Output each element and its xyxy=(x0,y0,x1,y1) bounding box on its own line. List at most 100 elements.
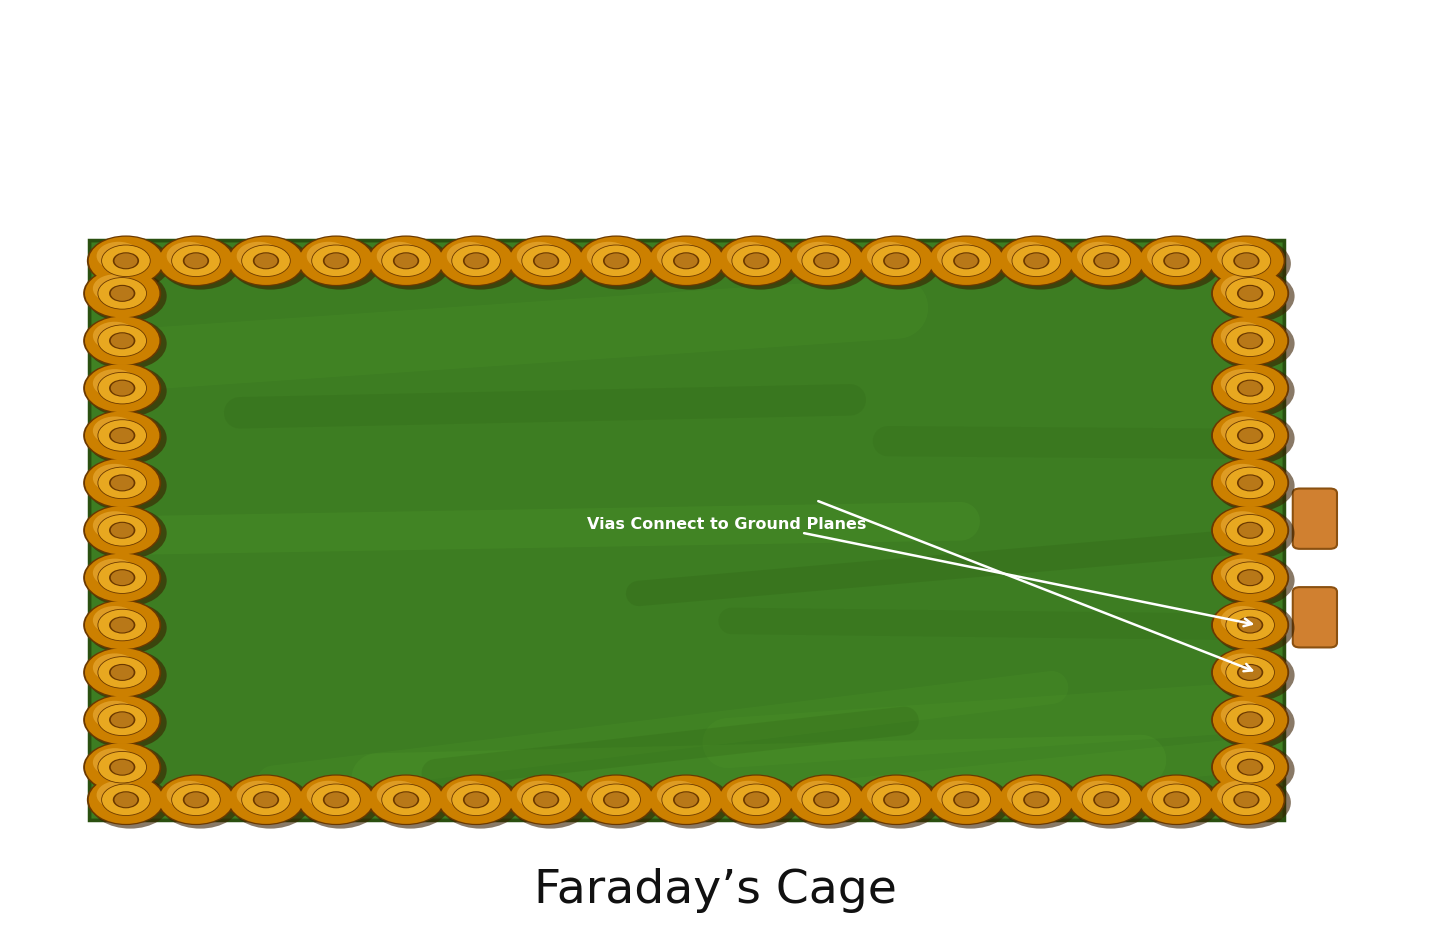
Circle shape xyxy=(87,236,165,286)
Circle shape xyxy=(661,246,711,277)
FancyBboxPatch shape xyxy=(1292,489,1337,549)
Text: Vias Connect to Ground Planes: Vias Connect to Ground Planes xyxy=(587,516,866,531)
Circle shape xyxy=(602,792,630,808)
Circle shape xyxy=(1139,237,1213,286)
Circle shape xyxy=(84,506,159,554)
Circle shape xyxy=(517,243,561,271)
Circle shape xyxy=(1069,237,1143,286)
Circle shape xyxy=(462,253,489,270)
Circle shape xyxy=(592,246,641,277)
Circle shape xyxy=(109,333,136,349)
Circle shape xyxy=(1236,759,1264,776)
Circle shape xyxy=(230,777,311,829)
Circle shape xyxy=(382,784,431,816)
Polygon shape xyxy=(1284,820,1338,865)
Circle shape xyxy=(90,238,170,290)
Circle shape xyxy=(717,775,796,825)
Circle shape xyxy=(1093,253,1119,270)
Circle shape xyxy=(1023,253,1049,270)
Circle shape xyxy=(1211,647,1289,698)
Circle shape xyxy=(298,236,375,286)
Circle shape xyxy=(366,236,445,286)
Circle shape xyxy=(96,781,140,809)
Circle shape xyxy=(797,243,840,271)
Circle shape xyxy=(1211,411,1289,462)
Circle shape xyxy=(109,616,136,634)
Circle shape xyxy=(84,743,159,792)
Circle shape xyxy=(1235,254,1258,269)
Circle shape xyxy=(1025,793,1047,807)
Circle shape xyxy=(1239,666,1262,680)
Circle shape xyxy=(84,649,159,697)
Circle shape xyxy=(306,781,351,809)
Circle shape xyxy=(1025,254,1047,269)
Circle shape xyxy=(1215,460,1295,513)
Circle shape xyxy=(511,238,591,290)
Circle shape xyxy=(1236,427,1264,445)
Circle shape xyxy=(1138,775,1215,825)
Circle shape xyxy=(86,650,166,702)
Circle shape xyxy=(110,760,133,775)
Circle shape xyxy=(323,253,349,270)
Circle shape xyxy=(114,793,137,807)
Circle shape xyxy=(113,253,139,270)
Circle shape xyxy=(382,246,431,277)
Circle shape xyxy=(813,792,840,808)
Circle shape xyxy=(299,776,373,824)
Circle shape xyxy=(1226,705,1275,736)
Circle shape xyxy=(109,475,136,492)
Circle shape xyxy=(1239,428,1262,443)
Circle shape xyxy=(1070,238,1151,290)
Circle shape xyxy=(731,246,780,277)
Circle shape xyxy=(306,243,351,271)
Circle shape xyxy=(93,701,137,730)
Circle shape xyxy=(1211,600,1289,651)
Circle shape xyxy=(860,777,940,829)
Circle shape xyxy=(1093,792,1119,808)
Circle shape xyxy=(465,254,488,269)
Circle shape xyxy=(1211,316,1289,367)
Circle shape xyxy=(1165,793,1188,807)
Circle shape xyxy=(675,254,698,269)
Circle shape xyxy=(183,253,209,270)
Circle shape xyxy=(647,775,726,825)
Circle shape xyxy=(1213,649,1288,697)
Circle shape xyxy=(1215,554,1295,607)
Circle shape xyxy=(110,523,133,538)
Circle shape xyxy=(857,775,936,825)
Circle shape xyxy=(83,647,162,698)
Circle shape xyxy=(83,316,162,367)
Circle shape xyxy=(86,460,166,513)
Bar xyxy=(89,241,1284,820)
Circle shape xyxy=(717,236,796,286)
Circle shape xyxy=(369,776,444,824)
Circle shape xyxy=(867,781,910,809)
Circle shape xyxy=(1211,363,1289,414)
Circle shape xyxy=(86,554,166,607)
Circle shape xyxy=(97,657,146,689)
Circle shape xyxy=(814,793,837,807)
Circle shape xyxy=(507,775,585,825)
Circle shape xyxy=(1211,458,1289,509)
Circle shape xyxy=(511,777,591,829)
Circle shape xyxy=(439,776,514,824)
Circle shape xyxy=(535,793,558,807)
Circle shape xyxy=(1215,271,1295,323)
Circle shape xyxy=(157,236,235,286)
Circle shape xyxy=(1023,792,1049,808)
Circle shape xyxy=(1236,475,1264,492)
Circle shape xyxy=(1236,522,1264,540)
Circle shape xyxy=(1213,602,1288,650)
Circle shape xyxy=(927,775,1006,825)
Circle shape xyxy=(1163,253,1189,270)
Circle shape xyxy=(86,365,166,417)
Circle shape xyxy=(97,325,146,357)
Circle shape xyxy=(1215,697,1295,749)
Circle shape xyxy=(1213,506,1288,554)
Circle shape xyxy=(109,664,136,681)
Circle shape xyxy=(731,784,780,816)
Circle shape xyxy=(83,458,162,509)
Circle shape xyxy=(1068,775,1145,825)
Circle shape xyxy=(883,792,910,808)
Polygon shape xyxy=(89,820,1338,865)
